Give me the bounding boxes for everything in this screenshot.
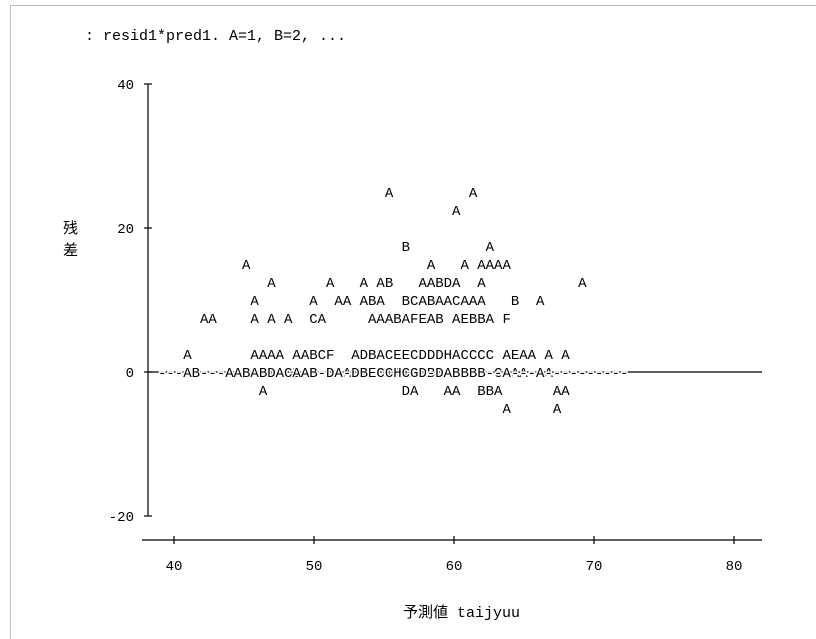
- zero-line-symbols: ---AB---AABABDACAAB-DA-DBECCHCGD-DABBBB-…: [158, 366, 628, 382]
- plot-symbol-row: A: [158, 204, 461, 220]
- y-axis-label: 残差: [63, 217, 79, 261]
- plot-symbol-row: A AAAA AABCF ADBACEECDDDHACCCC AEAA A A: [158, 348, 570, 364]
- y-axis-label-text: 残差: [63, 219, 79, 259]
- x-tick-label: 80: [726, 559, 743, 575]
- x-tick-label: 40: [166, 559, 183, 575]
- x-tick-label: 60: [446, 559, 463, 575]
- x-axis-label: 予測値 taijyuu: [403, 605, 521, 622]
- plot-symbol-row: A A A AB AABDA A A: [158, 276, 587, 292]
- plot-symbol-row: A A: [158, 402, 562, 418]
- plot-symbol-row: A A AA ABA BCABAACAAA B A: [158, 294, 545, 310]
- x-tick-label: 50: [306, 559, 323, 575]
- plot-symbol-row: A A A AAAA: [158, 258, 511, 274]
- plot-symbol-row: AA A A A CA AAABAFEAB AEBBA F: [158, 312, 511, 328]
- y-tick-label: 40: [117, 78, 134, 94]
- output-frame: [10, 5, 816, 639]
- y-tick-label: 0: [126, 366, 134, 382]
- plot-symbol-row: A BA B ABA CAAAAABCA BB CAAA A: [158, 366, 553, 382]
- x-tick-label: 70: [586, 559, 603, 575]
- plot-symbol-row: B A: [158, 240, 495, 256]
- plot-symbol-row: A A: [158, 186, 478, 202]
- plot-title: : resid1*pred1. A=1, B=2, ...: [85, 28, 347, 45]
- y-tick-label: 20: [117, 222, 134, 238]
- y-tick-label: -20: [109, 510, 134, 526]
- plot-symbol-row: A DA AA BBA AA: [158, 384, 570, 400]
